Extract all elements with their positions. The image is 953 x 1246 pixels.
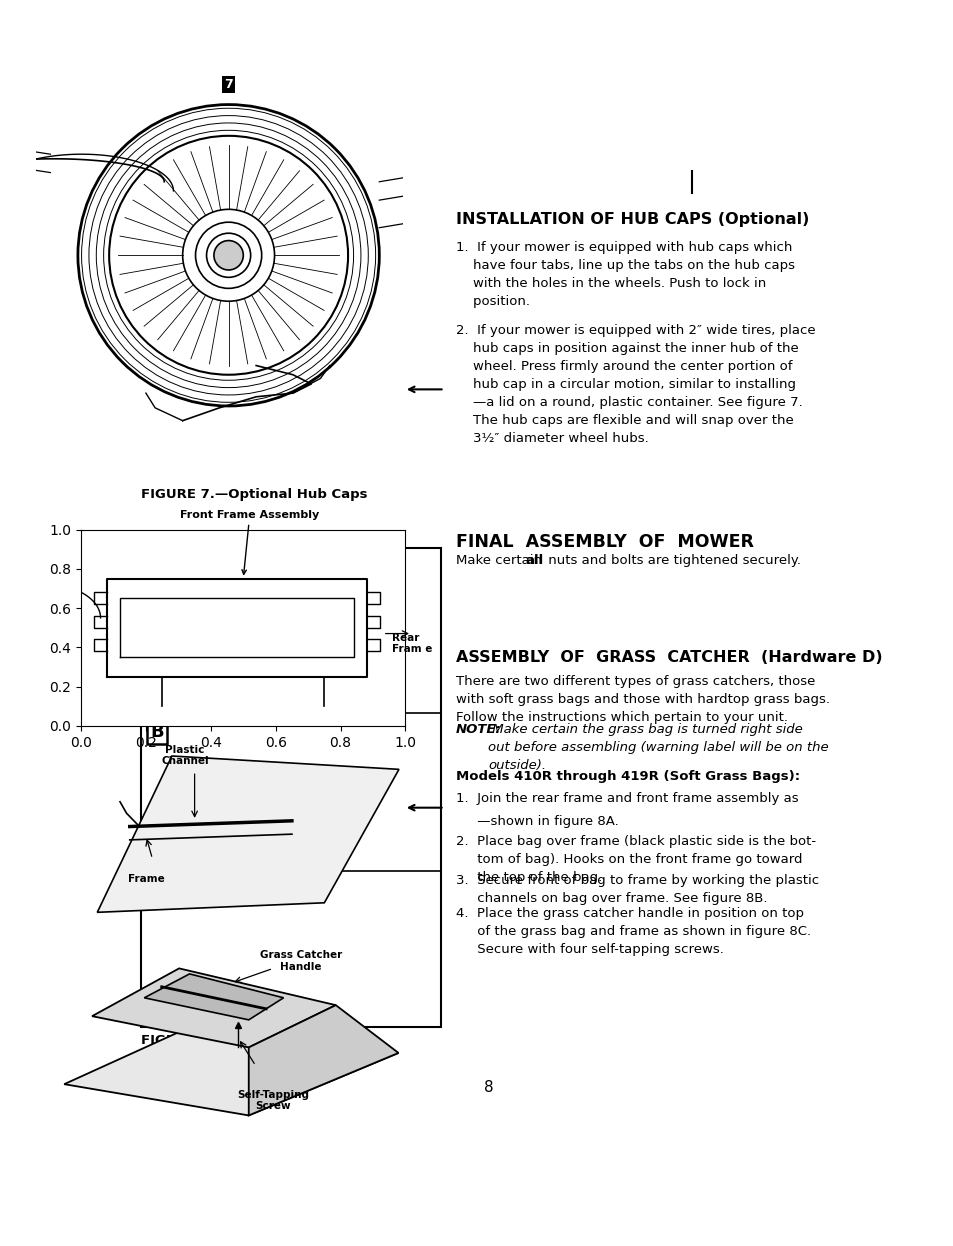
Text: Plastic
Channel: Plastic Channel — [161, 745, 209, 766]
Polygon shape — [144, 974, 283, 1019]
Text: 1.  Join the rear frame and front frame assembly as: 1. Join the rear frame and front frame a… — [456, 792, 798, 805]
Text: Make certain the grass bag is turned right side
out before assembling (warning l: Make certain the grass bag is turned rig… — [488, 723, 828, 773]
Text: 2.  Place bag over frame (black plastic side is the bot-
     tom of bag). Hooks: 2. Place bag over frame (black plastic s… — [456, 835, 815, 883]
Text: FIGURE 7.—Optional Hub Caps: FIGURE 7.—Optional Hub Caps — [141, 488, 368, 501]
Text: —shown in figure 8A.: —shown in figure 8A. — [456, 815, 618, 829]
Text: 7: 7 — [224, 77, 233, 91]
Polygon shape — [91, 968, 335, 1048]
Text: There are two different types of grass catchers, those
with soft grass bags and : There are two different types of grass c… — [456, 675, 829, 724]
Text: 1.  If your mower is equipped with hub caps which
    have four tabs, line up th: 1. If your mower is equipped with hub ca… — [456, 240, 794, 308]
Text: C: C — [151, 878, 163, 896]
FancyBboxPatch shape — [141, 548, 440, 1028]
Text: INSTALLATION OF HUB CAPS (Optional): INSTALLATION OF HUB CAPS (Optional) — [456, 212, 808, 227]
Text: ASSEMBLY  OF  GRASS  CATCHER  (Hardware D): ASSEMBLY OF GRASS CATCHER (Hardware D) — [456, 650, 882, 665]
Text: Rear
Fram e: Rear Fram e — [392, 633, 433, 654]
Text: nuts and bolts are tightened securely.: nuts and bolts are tightened securely. — [543, 554, 800, 567]
Text: FIGURE 8.: FIGURE 8. — [141, 1034, 215, 1047]
Text: FINAL  ASSEMBLY  OF  MOWER: FINAL ASSEMBLY OF MOWER — [456, 533, 753, 551]
Text: 2.  If your mower is equipped with 2″ wide tires, place
    hub caps in position: 2. If your mower is equipped with 2″ wid… — [456, 324, 815, 445]
Text: Grass Catcher
Handle: Grass Catcher Handle — [259, 949, 342, 972]
Text: NOTE:: NOTE: — [456, 723, 500, 736]
Polygon shape — [249, 1006, 398, 1115]
Text: Self-Tapping
Screw: Self-Tapping Screw — [237, 1090, 309, 1111]
Text: Models 410R through 419R (Soft Grass Bags):: Models 410R through 419R (Soft Grass Bag… — [456, 770, 799, 784]
Text: 4.  Place the grass catcher handle in position on top
     of the grass bag and : 4. Place the grass catcher handle in pos… — [456, 907, 810, 957]
Text: Make certain: Make certain — [456, 554, 545, 567]
Polygon shape — [97, 756, 398, 912]
Text: Front Frame Assembly: Front Frame Assembly — [180, 510, 319, 574]
Text: 8: 8 — [483, 1080, 494, 1095]
Text: A: A — [150, 563, 164, 582]
Text: 3.  Secure front of bag to frame by working the plastic
     channels on bag ove: 3. Secure front of bag to frame by worki… — [456, 873, 818, 905]
Text: all: all — [524, 554, 543, 567]
Text: B: B — [150, 723, 164, 741]
Polygon shape — [64, 1017, 398, 1115]
Circle shape — [213, 240, 243, 270]
Text: Frame: Frame — [128, 875, 164, 885]
